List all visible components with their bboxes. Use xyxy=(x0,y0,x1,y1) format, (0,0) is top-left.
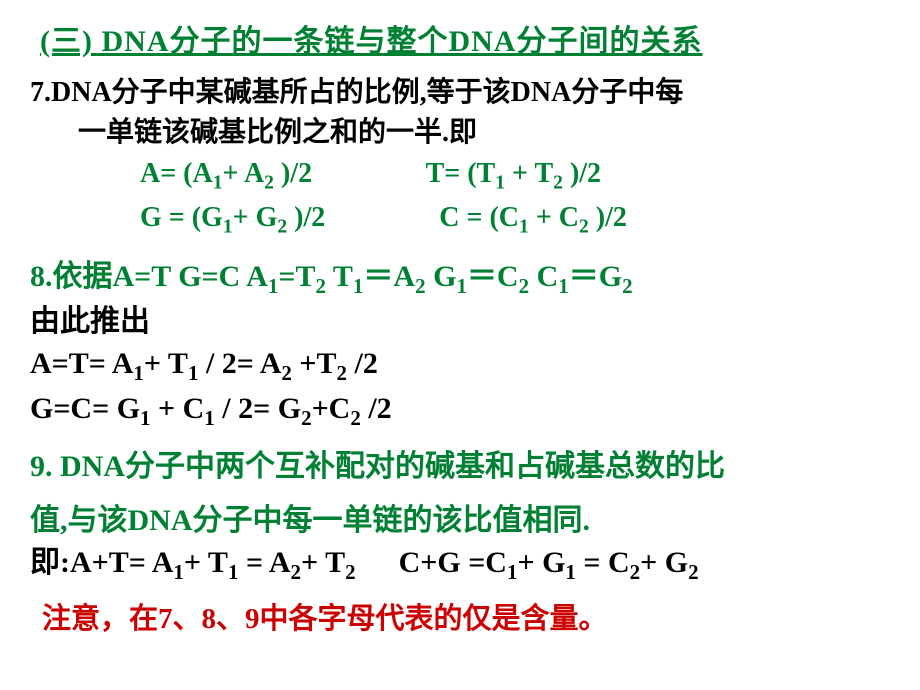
s8c-a: G=C= G xyxy=(30,392,140,425)
s8-g7: C xyxy=(529,260,558,293)
eq-A-right: )/2 xyxy=(274,158,312,189)
s8-g1: 8.依据A=T G=C A xyxy=(30,260,268,293)
section8-eq-AT: A=T= A1+ T1 / 2= A2 +T2 /2 xyxy=(30,343,890,388)
section8-derive: 由此推出 xyxy=(30,301,890,343)
s8-g2: =T xyxy=(278,260,315,293)
slide-content: (三) DNA分子的一条链与整个DNA分子间的关系 7.DNA分子中某碱基所占的… xyxy=(0,0,920,657)
s8-g4: ＝A xyxy=(363,260,415,293)
eq-T-mid: + T xyxy=(505,158,553,189)
eq-C-left: C = (C xyxy=(439,202,519,233)
s8-g3: T xyxy=(326,260,353,293)
s9-a: 即:A+T= A xyxy=(30,546,173,579)
section7-text-line1: 7.DNA分子中某碱基所占的比例,等于该DNA分子中每 xyxy=(30,74,890,112)
s8c-e: /2 xyxy=(361,392,392,425)
s9-e: C+G =C xyxy=(399,546,507,579)
s9-c: = A xyxy=(238,546,290,579)
section7-text-line2: 一单链该碱基比例之和的一半.即 xyxy=(30,114,890,152)
section-title: (三) DNA分子的一条链与整个DNA分子间的关系 xyxy=(40,16,890,60)
section9-line2: 值,与该DNA分子中每一单链的该比值相同. xyxy=(30,500,890,542)
s8b-e: /2 xyxy=(347,347,378,380)
section9-eq: 即:A+T= A1+ T1 = A2+ T2 C+G =C1+ G1 = C2+… xyxy=(30,542,890,587)
s8b-a: A=T= A xyxy=(30,347,133,380)
eq-A-left: A= (A xyxy=(140,158,213,189)
eq-G-left: G = (G xyxy=(140,202,223,233)
eq-A-mid: + A xyxy=(223,158,265,189)
s8b-b: + T xyxy=(144,347,188,380)
eq-T-left: T= (T xyxy=(426,158,496,189)
s9-f: + G xyxy=(517,546,565,579)
eq-C-mid: + C xyxy=(529,202,579,233)
s9-b: + T xyxy=(184,546,228,579)
eq-G-mid: + G xyxy=(233,202,278,233)
section8-eq-GC: G=C= G1 + C1 / 2= G2+C2 /2 xyxy=(30,388,890,433)
s8-g5: G xyxy=(426,260,457,293)
s8-g6: ＝C xyxy=(467,260,519,293)
s8b-d: +T xyxy=(292,347,337,380)
s9-g: = C xyxy=(576,546,630,579)
s9-d: + T xyxy=(301,546,345,579)
s8c-b: + C xyxy=(151,392,205,425)
s8c-c: / 2= G xyxy=(215,392,301,425)
s8c-d: +C xyxy=(312,392,351,425)
s9-h: + G xyxy=(640,546,688,579)
eq-G-right: )/2 xyxy=(287,202,325,233)
section7-eq-line1: A= (A1+ A2 )/2 T= (T1 + T2 )/2 xyxy=(30,154,890,198)
section7-eq-line2: G = (G1+ G2 )/2 C = (C1 + C2 )/2 xyxy=(30,198,890,242)
section9-line1: 9. DNA分子中两个互补配对的碱基和占碱基总数的比 xyxy=(30,446,890,488)
eq-C-right: )/2 xyxy=(589,202,627,233)
eq-T-right: )/2 xyxy=(563,158,601,189)
s8-g8: ＝G xyxy=(569,260,622,293)
section8-green-line: 8.依据A=T G=C A1=T2 T1＝A2 G1＝C2 C1＝G2 xyxy=(30,256,890,301)
s8b-c: / 2= A xyxy=(198,347,281,380)
note-text: 注意，在7、8、9中各字母代表的仅是含量。 xyxy=(30,595,890,637)
